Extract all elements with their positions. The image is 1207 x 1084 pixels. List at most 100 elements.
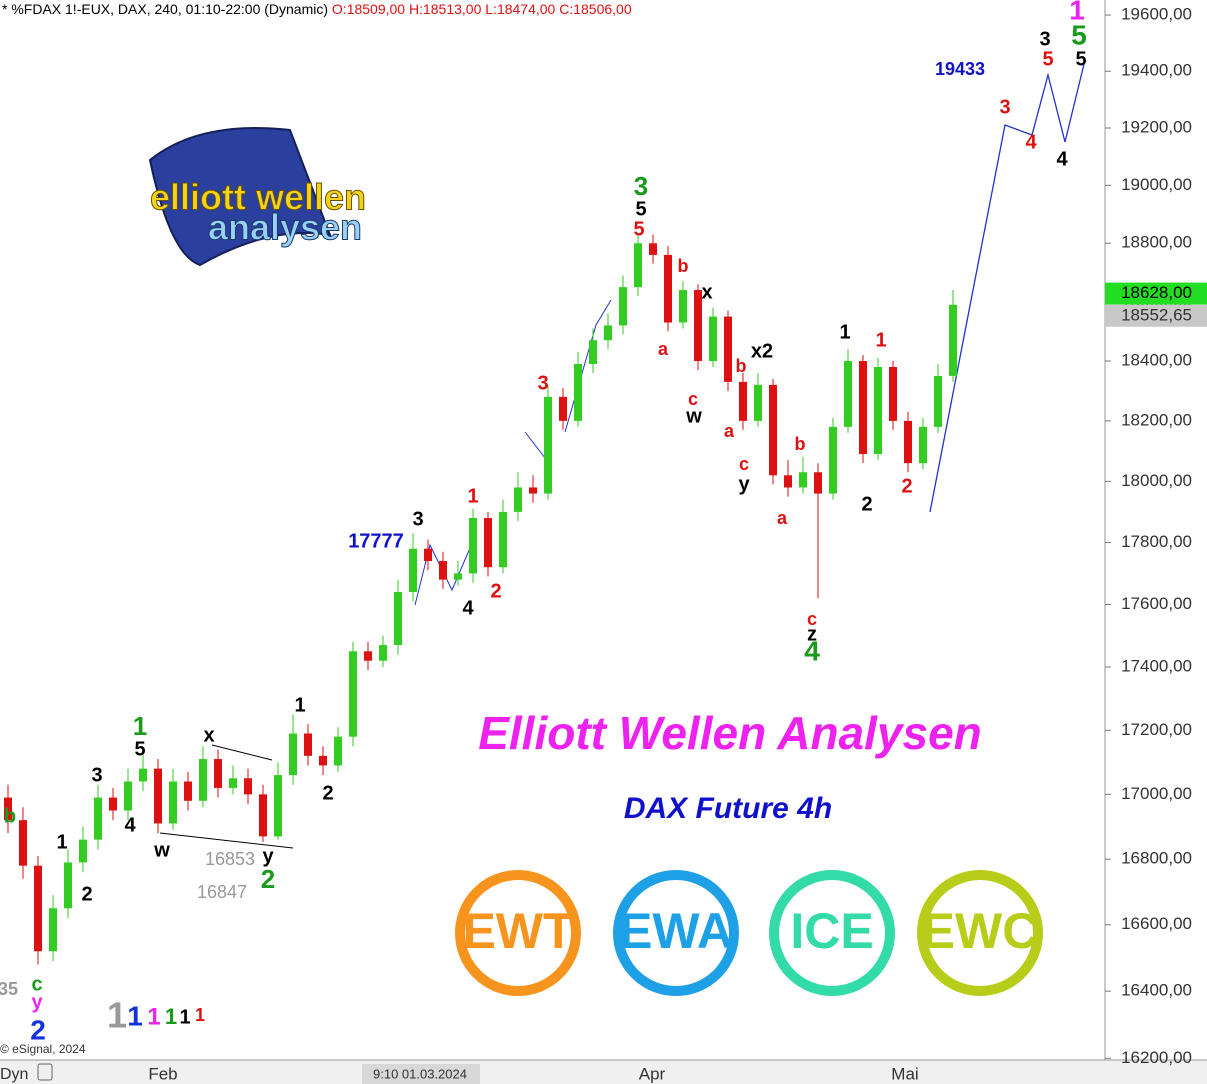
wave-label: 1: [107, 995, 127, 1036]
candle-body: [334, 736, 342, 766]
logo-text: elliott wellen: [150, 177, 366, 218]
wave-label: 2: [490, 580, 501, 602]
wave-label: 1: [165, 1004, 177, 1029]
wave-label: w: [153, 839, 170, 861]
wave-label: x: [203, 724, 214, 746]
copyright: © eSignal, 2024: [0, 1042, 86, 1056]
wave-label: 4: [462, 597, 474, 619]
y-tick-label: 16200,00: [1121, 1048, 1192, 1067]
wave-label: 2: [30, 1014, 46, 1045]
y-tick-label: 18800,00: [1121, 233, 1192, 252]
badge-text: EWC: [922, 903, 1039, 959]
wave-label: 16853: [205, 849, 255, 869]
candle-body: [199, 759, 207, 801]
trend-line: [211, 744, 273, 761]
y-tick-label: 16400,00: [1121, 981, 1192, 1000]
wave-label: 5: [635, 198, 646, 220]
wave-label: 1: [839, 321, 850, 343]
x-tick-label: Mai: [891, 1064, 918, 1083]
candle-body: [34, 865, 42, 952]
badge-ring: [613, 870, 739, 996]
y-tick-label: 16600,00: [1121, 914, 1192, 933]
wave-label: 5: [633, 218, 644, 240]
candle-body: [634, 243, 642, 288]
wave-label: c: [688, 389, 698, 409]
candle-body: [589, 340, 597, 364]
wave-label: 2: [861, 493, 872, 515]
candle-body: [409, 548, 417, 593]
ohlc-label: O:18509,00 H:18513,00 L:18474,00 C:18506…: [332, 1, 632, 17]
candle-body: [544, 396, 552, 494]
wave-label: 1: [127, 1000, 143, 1031]
wave-label: 1: [179, 1006, 190, 1028]
candle-body: [469, 518, 477, 574]
wave-label: 5: [1071, 19, 1087, 50]
price-tag-label: 18628,00: [1121, 283, 1192, 302]
y-tick-label: 19600,00: [1121, 5, 1192, 24]
wave-label: 1: [467, 485, 478, 507]
wave-label: a: [777, 508, 788, 528]
candle-body: [139, 768, 147, 782]
chart-title: * %FDAX 1!-EUX, DAX, 240, 01:10-22:00 (D…: [2, 1, 632, 17]
y-tick-label: 19200,00: [1121, 117, 1192, 136]
wave-label: 5: [1075, 48, 1086, 70]
wave-label: 3: [999, 96, 1010, 118]
candle-body: [769, 384, 777, 476]
candle-body: [259, 794, 267, 837]
logo: elliott wellen analysen: [148, 127, 367, 267]
wave-label: 1: [195, 1005, 205, 1025]
candle-body: [739, 381, 747, 421]
wave-label: 3: [91, 764, 102, 786]
y-tick-label: 17200,00: [1121, 720, 1192, 739]
candle-body: [484, 518, 492, 568]
wave-label: b: [4, 805, 16, 827]
candle-body: [124, 781, 132, 811]
x-tick-label: 9:10 01.03.2024: [373, 1066, 467, 1081]
candle-body: [664, 254, 672, 323]
candle-body: [514, 487, 522, 512]
title: * %FDAX 1!-EUX, DAX, 240, 01:10-22:00 (D…: [2, 1, 328, 17]
badge-text: EWA: [619, 903, 733, 959]
wave-label: 1: [147, 1003, 160, 1030]
candle-body: [949, 304, 957, 376]
price-tag: [1105, 304, 1207, 327]
wave-label: 3: [412, 508, 423, 530]
price-tag: [1105, 282, 1207, 305]
wave-label: 4: [1025, 131, 1037, 153]
candle-body: [754, 384, 762, 421]
candle-body: [319, 755, 327, 766]
candle-body: [109, 797, 117, 811]
wave-label: 2: [901, 475, 912, 497]
y-tick-label: 17800,00: [1121, 532, 1192, 551]
badge-text: EWT: [462, 903, 573, 959]
candle-body: [349, 651, 357, 737]
y-tick-label: 17400,00: [1121, 656, 1192, 675]
wave-label: x2: [751, 340, 773, 362]
wave-label: 17777: [348, 530, 404, 552]
candle-body: [799, 472, 807, 488]
candle-body: [814, 472, 822, 494]
candle-body: [274, 775, 282, 837]
wave-label: 4: [804, 635, 820, 666]
price-axis: [1105, 0, 1207, 1060]
wave-label: a: [724, 421, 735, 441]
wave-label: 2: [261, 864, 275, 894]
candle-body: [649, 243, 657, 255]
candle-body: [79, 839, 87, 863]
wave-label: 19433: [935, 59, 985, 79]
wave-label: b: [795, 434, 806, 454]
wave-label: c: [739, 454, 749, 474]
candle-body: [559, 396, 567, 421]
badge-ring: [769, 870, 895, 996]
wave-label: c: [807, 609, 817, 629]
candle-body: [784, 475, 792, 488]
badge-text: ICE: [790, 903, 873, 959]
wave-label: 4: [124, 814, 136, 836]
wave-label: 5: [134, 738, 145, 760]
wave-label: 3: [537, 372, 548, 394]
y-tick-label: 18400,00: [1121, 351, 1192, 370]
candle-body: [244, 778, 252, 795]
candle-body: [679, 290, 687, 323]
price-tag-label: 18552,65: [1121, 305, 1192, 324]
